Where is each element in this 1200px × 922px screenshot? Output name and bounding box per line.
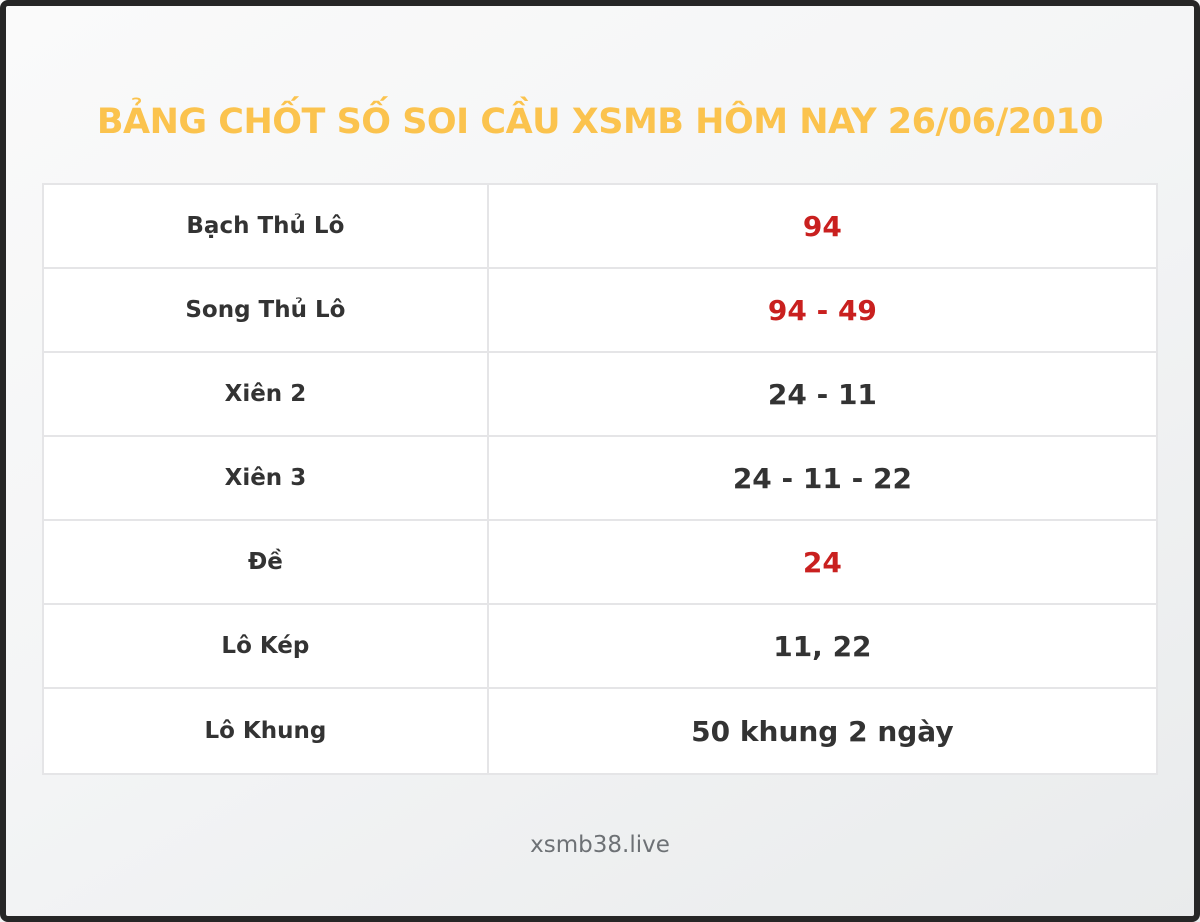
row-label: Xiên 3 — [44, 437, 489, 519]
row-value: 24 - 11 - 22 — [732, 461, 912, 495]
row-value: 24 - 11 — [767, 377, 877, 411]
table-row: Lô Kép 11, 22 — [44, 605, 1156, 689]
table-row: Đề 24 — [44, 521, 1156, 605]
row-label: Xiên 2 — [44, 353, 489, 435]
table-row: Xiên 2 24 - 11 — [44, 353, 1156, 437]
prediction-table: Bạch Thủ Lô 94 Song Thủ Lô 94 - 49 Xiên … — [42, 183, 1158, 775]
row-label: Lô Kép — [44, 605, 489, 687]
table-row: Lô Khung 50 khung 2 ngày — [44, 689, 1156, 773]
row-label: Lô Khung — [44, 689, 489, 773]
row-label: Song Thủ Lô — [44, 269, 489, 351]
row-value: 94 — [802, 209, 842, 243]
table-row: Bạch Thủ Lô 94 — [44, 185, 1156, 269]
row-value: 24 — [802, 545, 842, 579]
row-label: Đề — [44, 521, 489, 603]
page-title: BẢNG CHỐT SỐ SOI CẦU XSMB HÔM NAY 26/06/… — [96, 102, 1104, 142]
site-watermark: xsmb38.live — [530, 832, 670, 858]
table-row: Song Thủ Lô 94 - 49 — [44, 269, 1156, 353]
row-label: Bạch Thủ Lô — [44, 185, 489, 267]
row-value: 94 - 49 — [767, 293, 877, 327]
row-value: 11, 22 — [773, 629, 872, 663]
row-value: 50 khung 2 ngày — [691, 714, 954, 748]
table-row: Xiên 3 24 - 11 - 22 — [44, 437, 1156, 521]
